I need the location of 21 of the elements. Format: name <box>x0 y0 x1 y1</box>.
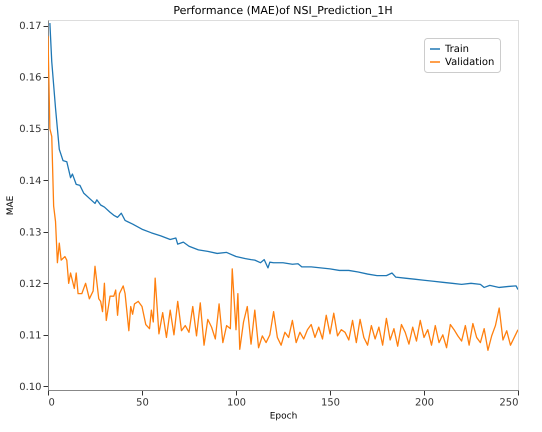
x-tick-label: 0 <box>48 398 55 408</box>
x-tick-label: 50 <box>136 398 149 408</box>
x-tick-label: 150 <box>320 398 340 408</box>
x-tick-label: 250 <box>499 398 518 408</box>
y-tick-label: 0.10 <box>19 382 42 393</box>
legend-label: Validation <box>445 57 494 68</box>
y-tick-label: 0.16 <box>19 72 42 84</box>
y-tick-label: 0.12 <box>19 278 42 290</box>
y-axis-title: MAE <box>6 195 16 216</box>
x-tick-label: 200 <box>414 398 434 408</box>
y-tick-label: 0.15 <box>19 124 42 136</box>
legend-label: Train <box>444 44 469 55</box>
y-tick-label: 0.14 <box>19 176 42 187</box>
y-tick-label: 0.17 <box>19 21 42 32</box>
y-tick-label: 0.13 <box>19 227 42 238</box>
x-axis-title: Epoch <box>270 412 298 422</box>
line-series <box>48 35 518 351</box>
y-tick-label: 0.11 <box>19 330 42 342</box>
line-series <box>49 22 518 290</box>
x-tick-label: 100 <box>226 398 246 408</box>
chart-title: Performance (MAE)of NSI_Prediction_1H <box>173 4 393 17</box>
